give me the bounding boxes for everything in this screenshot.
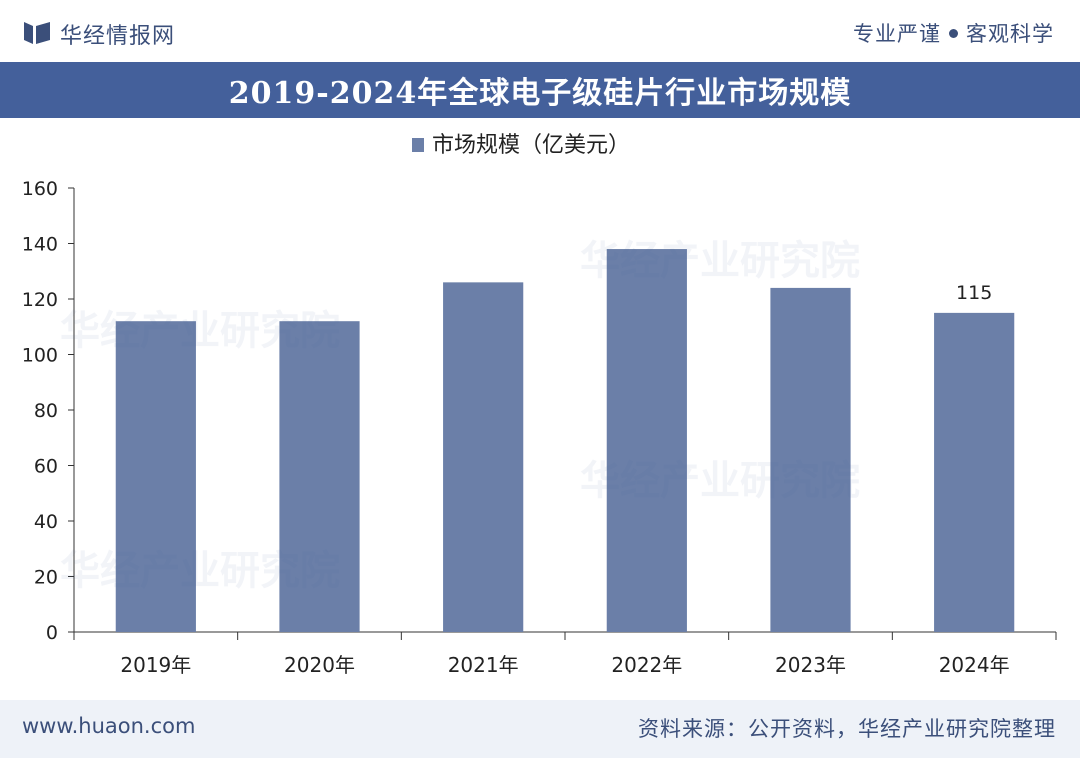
y-tick-label: 120 [22,289,58,311]
x-tick-label: 2022年 [611,653,682,677]
bar [934,312,1015,632]
slogan-left: 专业严谨 [853,22,941,46]
x-tick-label: 2023年 [775,653,846,677]
bar [279,321,360,632]
x-tick-label: 2021年 [448,653,519,677]
y-tick-label: 100 [22,345,58,367]
chart-title: 2019-2024年全球电子级硅片行业市场规模 [228,76,852,111]
y-tick-label: 80 [34,400,58,422]
y-tick-label: 0 [46,622,58,644]
brand-name: 华经情报网 [60,24,176,49]
y-tick-label: 20 [34,567,58,589]
dot-icon [949,28,958,38]
title-band: 2019-2024年全球电子级硅片行业市场规模 [0,62,1080,118]
data-label: 115 [956,282,992,304]
slogan: 专业严谨 客观科学 [853,18,1054,48]
y-tick-label: 140 [22,234,58,256]
x-tick-label: 2020年 [284,653,355,677]
top-bar: 华经情报网 专业严谨 客观科学 [0,0,1080,62]
y-tick-label: 160 [22,178,58,200]
legend-swatch [412,138,424,152]
bar [443,282,524,632]
x-tick-label: 2019年 [120,653,191,677]
slogan-right: 客观科学 [966,22,1054,46]
data-source: 资料来源：公开资料，华经产业研究院整理 [638,717,1056,741]
logo-icon [24,22,50,44]
bar [115,321,196,632]
legend-label: 市场规模（亿美元） [432,133,630,158]
y-tick-label: 60 [34,456,58,478]
footer: www.huaon.com 资料来源：公开资料，华经产业研究院整理 [0,700,1080,758]
chart-area: 华经产业研究院 华经产业研究院 华经产业研究院 华经产业研究院 市场规模（亿美元… [0,118,1080,700]
y-tick-label: 40 [34,511,58,533]
x-tick-label: 2024年 [939,653,1010,677]
bar [606,249,687,633]
bar-chart: 市场规模（亿美元） 0 20 40 60 80 100 120 140 160 2019年 2020年… [22,133,1057,677]
bar [770,287,851,632]
site-url: www.huaon.com [22,714,196,738]
